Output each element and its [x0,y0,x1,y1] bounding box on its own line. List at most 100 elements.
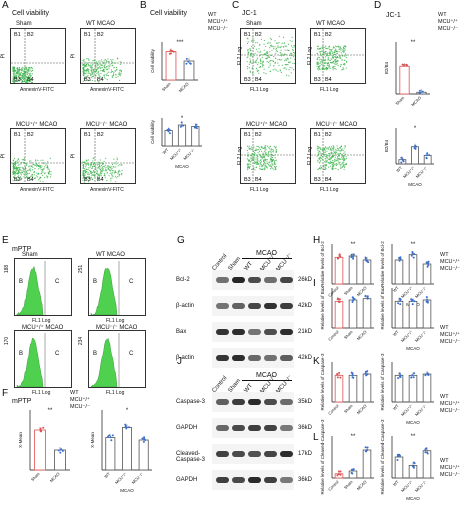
protein-label: GAPDH [176,477,198,483]
data-point [365,374,368,377]
quadrant-label: B3 [84,177,91,183]
flow-dot-plot: B1 B2 B3 B4 [310,28,366,84]
data-point [351,469,354,472]
blot-strip [212,270,294,290]
data-point [425,156,428,159]
data-point [144,439,147,441]
data-point [425,154,428,157]
flow-plot-svg: B1 B2 B3 B4 [241,129,295,183]
data-point [185,62,188,65]
tick-label: Control [327,479,340,492]
blot-group-header: MCAO [256,250,277,257]
data-point [352,256,354,258]
panel-hikl-bar-charts: Control Sham MCAO**Relative levels of Bcl-… [320,241,434,501]
quadrant-label: B4 [97,77,104,83]
tick-label: MCAO [410,95,422,107]
legend-item: WT [208,12,217,18]
data-point [426,152,429,155]
data-point [399,299,402,302]
flow-ylabel: FL2 Log [307,146,314,166]
y-axis-label: Relative levels of Caspase-3 [380,353,385,411]
legend-item: WT [438,12,447,18]
quadrant-label: B2 [27,132,34,138]
protein-band [232,399,245,405]
tick-label: MCU⁺/⁺ [400,329,414,343]
data-point [426,262,429,265]
data-point [366,296,369,299]
quadrant-label: B3 [244,177,251,183]
protein-band [248,399,261,405]
bar [191,126,200,147]
quadrant-label: B3 [314,177,321,183]
protein-label: β-actin [176,355,195,361]
legend-h: WT MCU⁺/⁺ MCU⁻/⁻ [440,252,460,273]
data-point [110,439,113,442]
data-point [397,377,400,380]
data-point [410,254,413,257]
data-point [398,259,401,262]
bar [164,130,173,147]
flow-dot-plot: B1 B2 B3 B4 [240,128,296,184]
hist-title: MCU⁺/⁺ MCAO [22,325,64,331]
quadrant-label: B2 [97,32,104,38]
data-point [39,427,42,430]
protein-band [232,425,245,431]
data-point [418,92,421,94]
hist-title: MCU⁻/⁻ MCAO [96,325,138,331]
data-point [142,440,145,443]
tick-label: WT [392,403,400,411]
blot-strip [212,348,294,368]
hist-count-label: 251 [78,264,85,274]
data-point [366,446,369,449]
hist-count-label: 188 [4,264,11,274]
significance-marker: * [181,116,184,122]
data-point [143,436,146,439]
blot-strip [212,296,294,316]
data-point [421,90,424,93]
bar [394,300,404,329]
blot-strip [212,322,294,342]
bar [362,373,372,403]
tick-label: WT [161,147,169,155]
data-point [338,371,341,374]
legend-item: MCU⁺/⁺ [208,19,228,25]
flow-plot-svg: B1 B2 B3 B4 [311,129,365,183]
quadrant-label: B1 [244,32,251,38]
data-point [60,448,63,451]
bar [423,154,432,165]
group-label: MCAO [120,488,134,493]
protein-band [248,451,261,457]
kda-label: 42kD [298,355,313,361]
group-label: MCAO [406,420,420,425]
tick-label: MCU⁻/⁻ [415,165,429,179]
panel-letter-k: K [313,356,320,367]
data-point [352,257,355,260]
flow-dot-plot: B1 B2 B3 B4 [10,28,66,84]
bar [408,254,418,285]
quadrant-label: B4 [325,177,332,183]
panel-letter-a: A [2,0,9,11]
blot-strip [212,418,294,438]
data-point [167,130,170,133]
panel-a-title: Cell viability [12,10,49,17]
y-axis-label: Relative levels of Bax [380,286,385,330]
data-point [141,437,144,440]
flow-plot-title: WT MCAO [86,21,115,27]
data-point [398,297,401,300]
y-axis-label: X-Mean [18,432,23,448]
bar [408,300,418,329]
legend-item: MCU⁻/⁻ [440,408,460,414]
flow-xlabel: AnnexinV-FITC [90,187,124,193]
flow-dot-plot: B1 B2 B3 B4 [10,128,66,184]
y-axis-label: Relative levels of Cleaved-Caspase-3 [320,419,325,495]
panel-f-title: mPTP [12,398,32,405]
data-point [351,372,354,375]
panel-letter-b: B [140,0,147,11]
data-point [124,423,127,426]
quadrant-label: B1 [314,32,321,38]
bar [177,124,187,147]
flow-plot-svg: B1 B2 B3 B4 [11,129,65,183]
panel-letter-c: C [232,0,240,11]
histogram-fill [16,337,44,387]
